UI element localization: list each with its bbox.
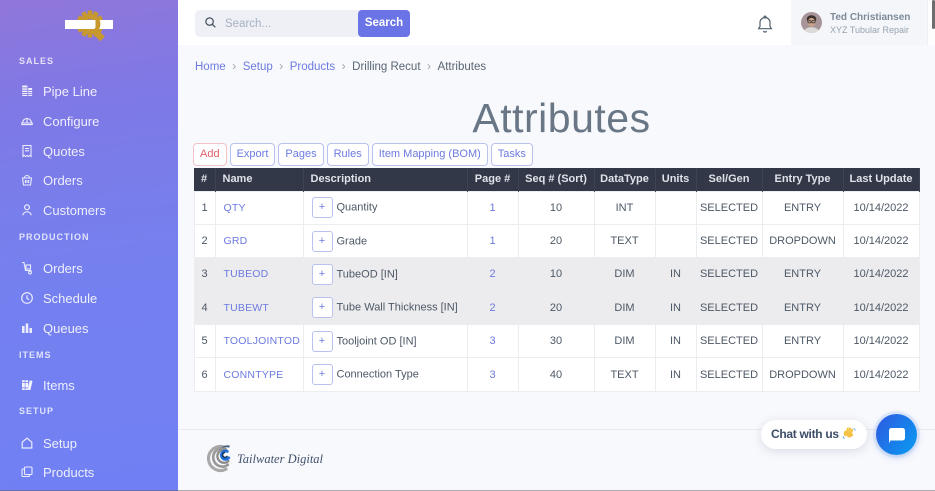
- svg-text:Tailwater Digital: Tailwater Digital: [237, 452, 324, 466]
